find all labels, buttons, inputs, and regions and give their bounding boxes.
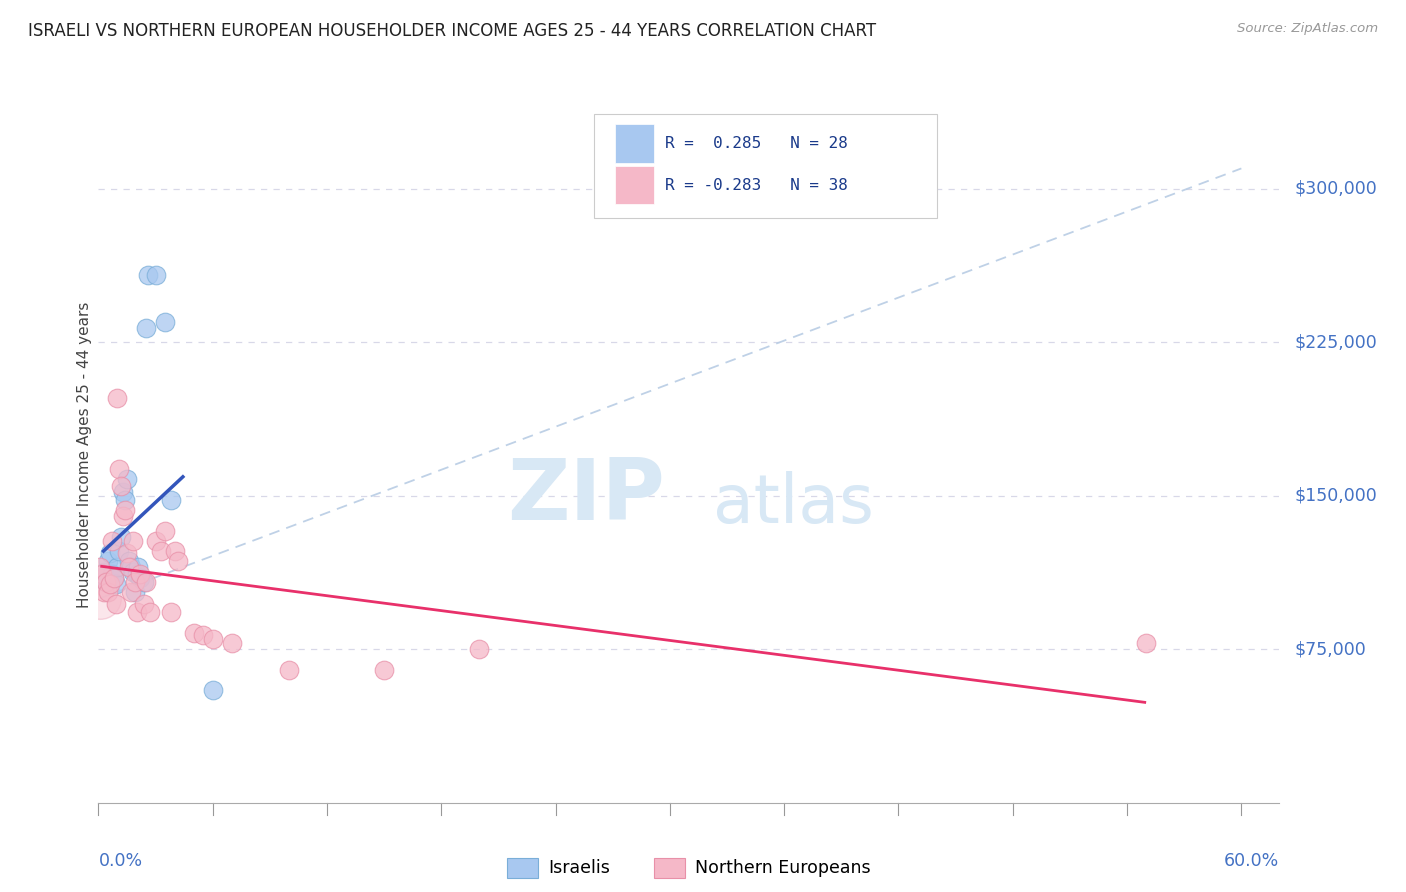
Point: [110, 478, 132, 492]
Point: [103, 571, 125, 585]
Text: Source: ZipAtlas.com: Source: ZipAtlas.com: [1237, 22, 1378, 36]
Point: [91, 566, 114, 581]
Point: [135, 574, 157, 589]
Point: [118, 554, 141, 568]
Point: [100, 533, 122, 548]
Point: [112, 484, 135, 499]
Point: [167, 554, 190, 568]
Legend: Israelis, Northern Europeans: Israelis, Northern Europeans: [501, 851, 877, 885]
FancyBboxPatch shape: [614, 124, 654, 162]
Point: [114, 492, 136, 507]
Point: [159, 606, 181, 620]
Text: 0.0%: 0.0%: [98, 852, 142, 870]
Point: [120, 585, 142, 599]
Text: R = -0.283   N = 38: R = -0.283 N = 38: [665, 178, 848, 194]
Point: [124, 585, 146, 599]
Point: [94, 574, 117, 589]
Point: [193, 628, 215, 642]
Point: [277, 663, 299, 677]
Point: [468, 642, 491, 657]
Point: [97, 554, 120, 568]
Point: [98, 546, 121, 560]
Point: [125, 606, 148, 620]
Point: [94, 574, 117, 589]
Point: [89, 560, 111, 574]
FancyBboxPatch shape: [614, 166, 654, 204]
Point: [91, 571, 114, 585]
Point: [134, 597, 156, 611]
Text: 60.0%: 60.0%: [1225, 852, 1279, 870]
Point: [150, 544, 173, 558]
Point: [129, 571, 152, 585]
Point: [134, 574, 156, 589]
Point: [136, 268, 159, 282]
Point: [129, 566, 152, 581]
Point: [145, 268, 167, 282]
Point: [125, 566, 148, 581]
Text: $225,000: $225,000: [1295, 334, 1378, 351]
Point: [201, 683, 224, 698]
Point: [103, 571, 125, 585]
Point: [115, 546, 138, 560]
Point: [153, 315, 176, 329]
Point: [221, 636, 243, 650]
Point: [201, 632, 224, 646]
Point: [108, 462, 131, 476]
Text: ZIP: ZIP: [508, 455, 665, 538]
Point: [121, 565, 143, 579]
Point: [121, 533, 143, 548]
Point: [153, 524, 176, 538]
Point: [159, 492, 181, 507]
Text: $300,000: $300,000: [1295, 180, 1378, 198]
Point: [118, 560, 141, 574]
Point: [127, 560, 149, 574]
Point: [97, 585, 120, 599]
Point: [110, 530, 132, 544]
Point: [98, 577, 121, 591]
FancyBboxPatch shape: [595, 114, 936, 219]
Point: [124, 574, 146, 589]
Point: [145, 533, 167, 548]
Point: [183, 626, 205, 640]
Y-axis label: Householder Income Ages 25 - 44 years: Householder Income Ages 25 - 44 years: [77, 301, 91, 608]
Point: [104, 577, 127, 591]
Point: [135, 321, 157, 335]
Text: $75,000: $75,000: [1295, 640, 1367, 658]
Point: [1135, 636, 1157, 650]
Point: [104, 597, 127, 611]
Point: [93, 585, 115, 599]
Point: [93, 565, 115, 579]
Text: atlas: atlas: [713, 471, 873, 537]
Point: [107, 391, 129, 405]
Point: [112, 509, 135, 524]
Text: R =  0.285   N = 28: R = 0.285 N = 28: [665, 136, 848, 152]
Point: [107, 560, 129, 574]
Point: [373, 663, 395, 677]
Point: [120, 560, 142, 574]
Point: [108, 544, 131, 558]
Point: [114, 503, 136, 517]
Text: ISRAELI VS NORTHERN EUROPEAN HOUSEHOLDER INCOME AGES 25 - 44 YEARS CORRELATION C: ISRAELI VS NORTHERN EUROPEAN HOUSEHOLDER…: [28, 22, 876, 40]
Point: [100, 566, 122, 581]
Point: [89, 591, 111, 606]
Text: $150,000: $150,000: [1295, 487, 1378, 505]
Point: [163, 544, 186, 558]
Point: [115, 473, 138, 487]
Point: [139, 606, 162, 620]
